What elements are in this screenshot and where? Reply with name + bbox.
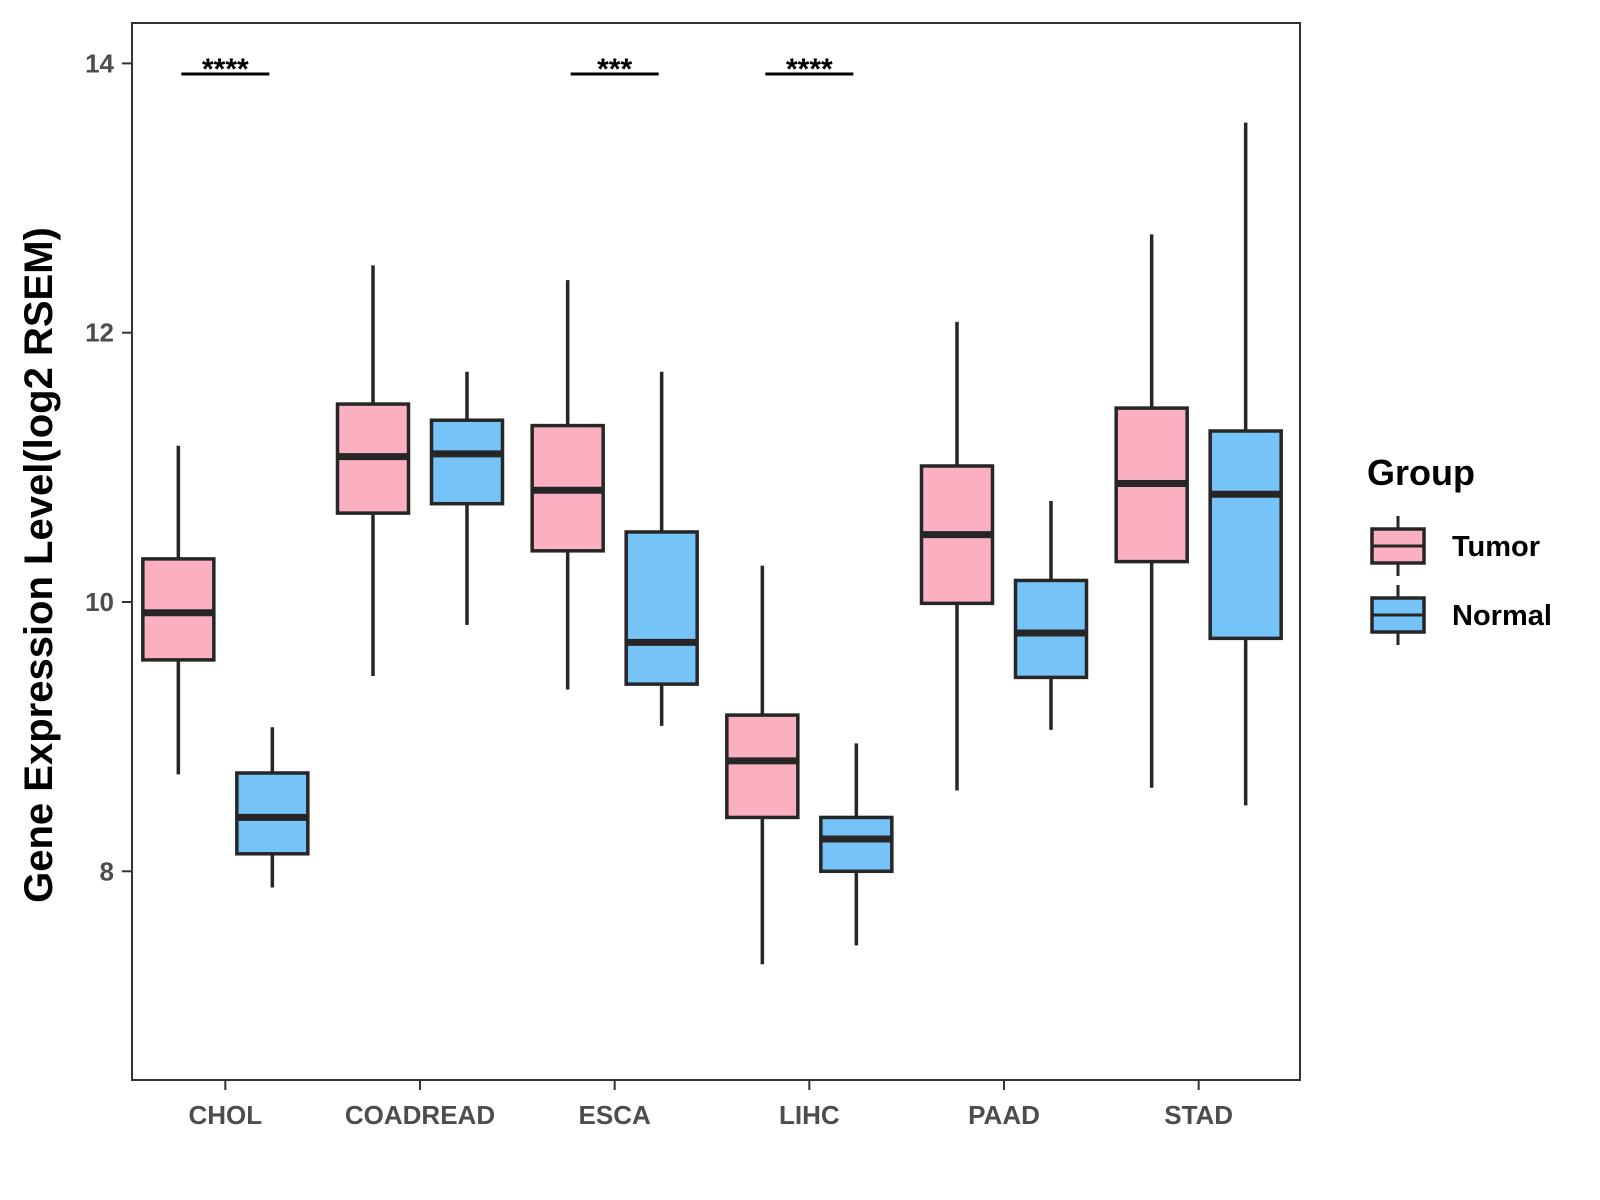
y-tick-label: 12 [85,318,114,348]
box-iqr [725,713,800,820]
x-tick-label: CHOL [188,1100,262,1130]
y-tick-label: 14 [85,48,114,78]
boxes-layer [141,122,1283,965]
box-iqr [1208,429,1283,641]
legend-label: Normal [1452,600,1552,632]
y-axis-title: Gene Expression Level(log2 RSEM) [17,227,61,903]
box-stad-normal [1208,122,1283,806]
x-tick-label: COADREAD [345,1100,495,1130]
significance-label: **** [202,53,249,86]
box-chol-normal [235,727,310,888]
legend-item-normal: Normal [1370,585,1552,645]
legend: Group Tumor Normal [1367,452,1552,645]
legend-title: Group [1367,452,1475,493]
box-iqr [235,771,310,856]
box-iqr [624,530,699,686]
x-tick-label: LIHC [779,1100,840,1130]
box-chol-tumor [141,445,216,775]
legend-label: Tumor [1452,531,1540,563]
box-iqr [1013,578,1089,680]
box-stad-tumor [1114,234,1189,788]
box-coadread-tumor [335,265,411,677]
box-esca-normal [624,371,699,726]
box-paad-tumor [919,321,995,791]
x-axis: CHOL COADREAD ESCA LIHC PAAD STAD [188,1080,1233,1130]
significance-layer: **** *** **** [181,53,854,86]
significance-esca: *** [570,53,659,86]
box-coadread-normal [429,371,505,625]
y-axis: 8 10 12 14 [85,48,132,886]
significance-chol: **** [181,53,270,86]
box-iqr [429,418,505,506]
box-lihc-normal [819,743,894,946]
box-lihc-tumor [725,565,800,965]
y-tick-label: 8 [100,856,114,886]
x-tick-label: ESCA [579,1100,651,1130]
box-paad-normal [1013,501,1089,730]
significance-label: **** [786,53,833,86]
box-esca-tumor [530,280,605,690]
significance-label: *** [597,53,632,86]
plot-panel-border [131,22,1301,1081]
y-tick-label: 10 [85,587,114,617]
box-iqr [819,815,894,874]
x-tick-label: STAD [1164,1100,1233,1130]
x-tick-label: PAAD [968,1100,1040,1130]
significance-lihc: **** [765,53,854,86]
legend-item-tumor: Tumor [1370,516,1540,576]
